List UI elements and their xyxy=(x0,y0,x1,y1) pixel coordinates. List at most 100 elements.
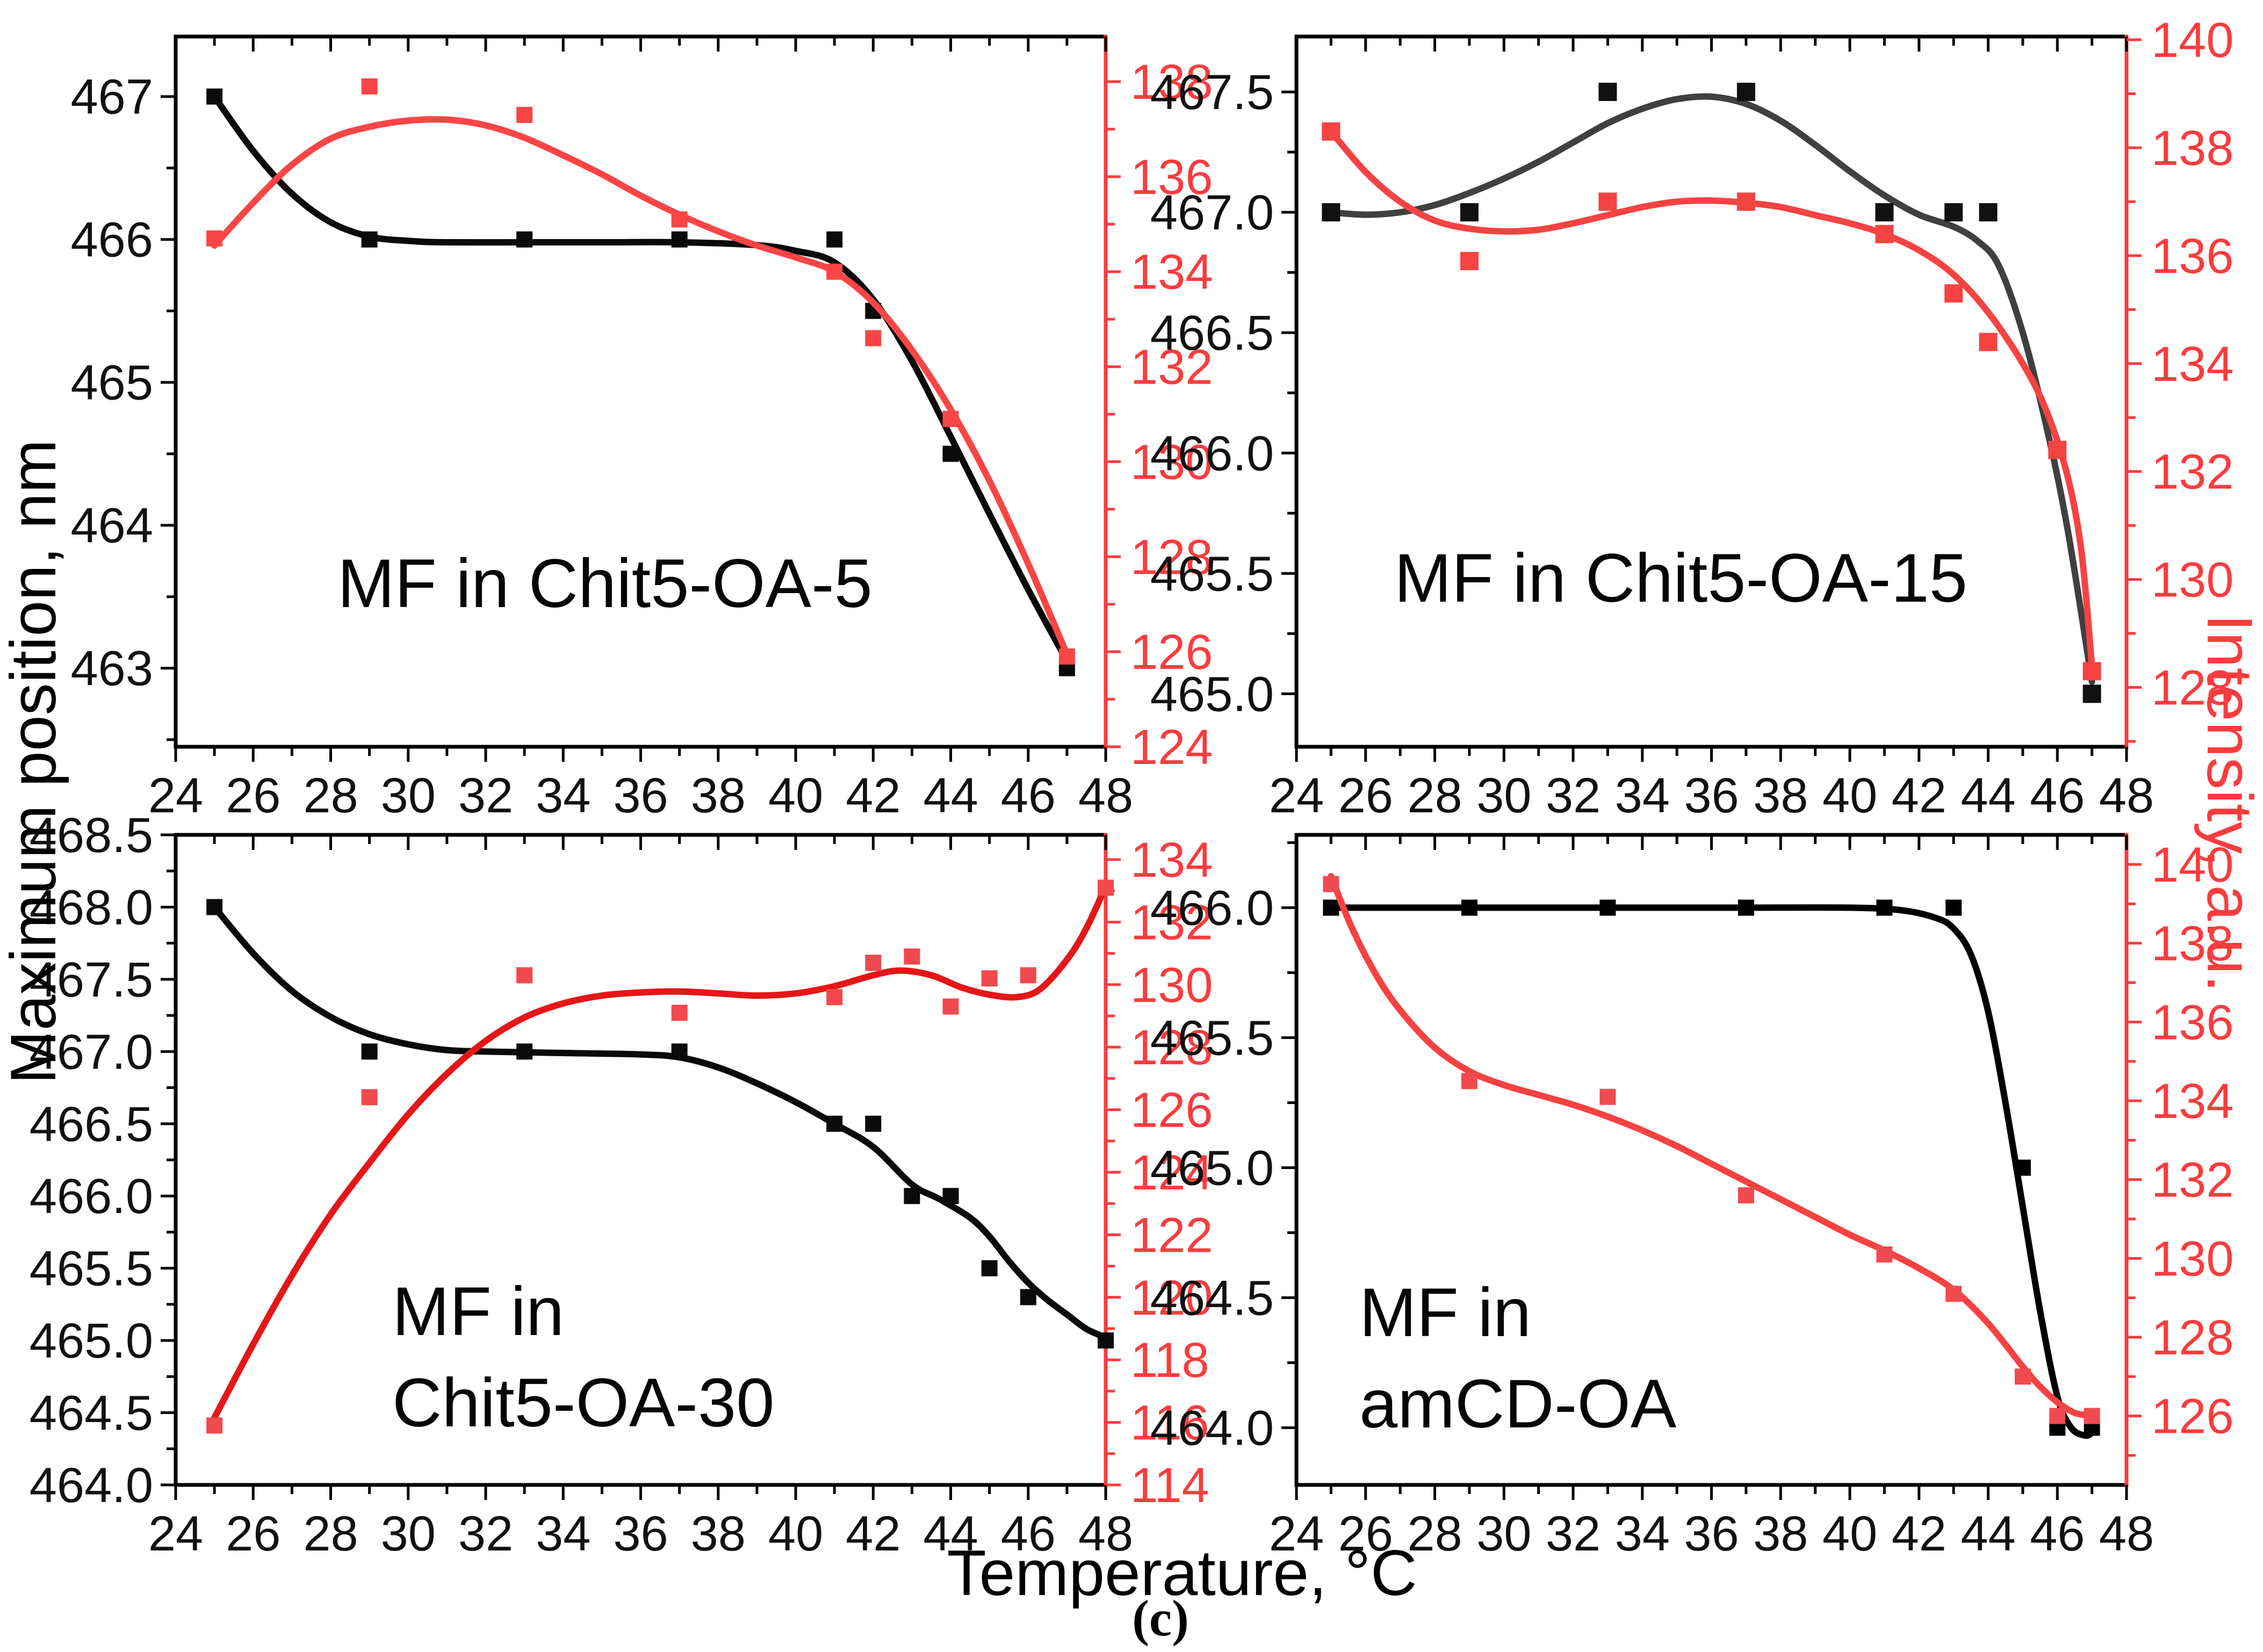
left-tick-label: 464.0 xyxy=(1150,1401,1274,1456)
left-tick-label: 464 xyxy=(71,499,154,553)
x-tick-label: 36 xyxy=(613,768,668,823)
data-point xyxy=(1460,251,1479,270)
data-point xyxy=(1979,203,1998,222)
data-point xyxy=(1098,1332,1114,1349)
y-axis-label-left: Maximum position, nm xyxy=(0,439,69,1085)
data-point xyxy=(1461,1073,1478,1090)
x-tick-label: 40 xyxy=(768,1506,823,1561)
series-maximum-position xyxy=(206,88,1075,676)
right-tick-label: 118 xyxy=(1130,1333,1209,1388)
left-tick-label: 465 xyxy=(71,356,154,410)
panel-top-left: 24 26 28 30 32 34 36 38 40 42 44 46 4846346446546646… xyxy=(71,34,1213,823)
left-axis-ticks: 464.0 464.5 465.0 465.5 466.0 466.5 467.0 467.5… xyxy=(30,808,176,1513)
right-tick-label: 134 xyxy=(1130,833,1213,888)
data-point xyxy=(826,231,843,248)
panel-label: MF in Chit5-OA-5 xyxy=(337,545,873,622)
y-axis-label-right: Intensity, a.u. xyxy=(2194,614,2263,993)
right-tick-label: 114 xyxy=(1130,1458,1209,1513)
x-tick-label: 24 xyxy=(148,1506,203,1561)
right-tick-label: 138 xyxy=(2151,121,2234,176)
right-tick-label: 136 xyxy=(1130,150,1213,205)
right-tick-label: 126 xyxy=(1130,1083,1213,1138)
x-tick-label: 24 xyxy=(1269,1506,1324,1561)
data-point xyxy=(981,970,998,987)
data-point xyxy=(1599,899,1616,916)
right-tick-label: 138 xyxy=(1130,55,1213,110)
plot-frame xyxy=(174,34,1108,749)
panel-top-right: 24 26 28 30 32 34 36 38 40 42 44 46 48 465.0 465.5 466.… xyxy=(1150,13,2234,823)
right-tick-label: 134 xyxy=(2151,1074,2234,1129)
x-tick-label: 42 xyxy=(846,768,900,823)
left-tick-label: 465.5 xyxy=(30,1242,153,1296)
x-tick-label: 48 xyxy=(1078,768,1133,823)
data-point xyxy=(361,231,378,248)
data-point xyxy=(1323,876,1339,892)
right-tick-label: 130 xyxy=(2151,1231,2234,1286)
data-point xyxy=(942,445,959,462)
x-tick-label: 26 xyxy=(226,1506,280,1561)
data-point xyxy=(1322,203,1340,222)
x-tick-label: 34 xyxy=(1615,768,1670,823)
right-tick-label: 134 xyxy=(2151,337,2234,392)
right-tick-label: 136 xyxy=(2151,995,2234,1050)
left-tick-label: 467 xyxy=(71,70,154,125)
right-tick-label: 124 xyxy=(1130,1145,1213,1200)
left-tick-label: 468.0 xyxy=(30,880,153,935)
x-tick-label: 28 xyxy=(1407,1506,1462,1561)
panel-bottom-right: 24 26 28 30 32 34 36 38 40 42 44 46 48 464.0 464.5 465.… xyxy=(1150,833,2234,1561)
left-tick-label: 466.0 xyxy=(1150,881,1274,936)
x-tick-label: 30 xyxy=(1476,1506,1531,1561)
x-axis-ticks: 24 26 28 30 32 34 36 38 40 42 44 46 48 xyxy=(148,37,1133,823)
data-point xyxy=(2082,662,2101,681)
data-point xyxy=(1979,333,1998,351)
x-tick-label: 46 xyxy=(1001,1506,1056,1561)
data-point xyxy=(516,106,533,123)
x-tick-label: 42 xyxy=(1892,1506,1947,1561)
right-tick-label: 128 xyxy=(2151,1310,2234,1365)
data-point xyxy=(516,231,533,248)
x-tick-label: 40 xyxy=(768,768,823,823)
series-curve xyxy=(1328,904,2095,1439)
x-tick-label: 44 xyxy=(923,1506,978,1561)
right-tick-label: 122 xyxy=(1130,1208,1213,1263)
data-point xyxy=(1876,1246,1893,1263)
data-point xyxy=(1460,203,1479,222)
data-point xyxy=(1738,1187,1754,1203)
left-tick-label: 467.0 xyxy=(1150,185,1274,240)
series-curve xyxy=(211,93,1070,665)
x-tick-label: 32 xyxy=(1546,1506,1601,1561)
data-point xyxy=(671,1043,688,1060)
figure-caption: (c) xyxy=(1132,1590,1189,1647)
series-curve xyxy=(1328,128,2095,669)
x-tick-label: 38 xyxy=(691,768,746,823)
x-axis-ticks: 24 26 28 30 32 34 36 38 40 42 44 46 48 xyxy=(1269,37,2154,823)
x-axis-ticks: 24 26 28 30 32 34 36 38 40 42 44 46 48 xyxy=(148,835,1133,1561)
x-tick-label: 32 xyxy=(458,768,513,823)
left-tick-label: 465.0 xyxy=(30,1314,153,1368)
data-point xyxy=(516,967,533,984)
left-axis-ticks: 464.0 464.5 465.0 465.5 466.0 xyxy=(1150,841,1296,1456)
x-tick-label: 46 xyxy=(2030,768,2085,823)
data-point xyxy=(2084,1408,2100,1424)
data-point xyxy=(206,1417,223,1434)
panel-label-line: MF in Chit5-OA-5 xyxy=(337,545,873,622)
plot-frame xyxy=(1294,34,2129,749)
right-tick-label: 132 xyxy=(1130,895,1213,950)
right-axis-ticks: 124 126 128 130 132 134 136 138 xyxy=(1106,55,1213,775)
data-point xyxy=(2014,1368,2031,1385)
left-tick-label: 465.5 xyxy=(1150,1011,1274,1066)
right-tick-label: 130 xyxy=(1130,435,1213,489)
data-point xyxy=(1598,192,1617,211)
data-point xyxy=(1323,899,1339,916)
right-tick-label: 132 xyxy=(1130,340,1213,395)
data-point xyxy=(1736,83,1755,102)
x-tick-label: 26 xyxy=(1338,1506,1393,1561)
x-tick-label: 32 xyxy=(1546,768,1601,823)
left-tick-label: 466.5 xyxy=(1150,306,1274,360)
panel-bottom-left: 24 26 28 30 32 34 36 38 40 42 44 46 48 464.0 464.5 465.… xyxy=(30,808,1213,1561)
right-axis-ticks: 114 116 118 120 122 124 126 128 130 132 134 xyxy=(1106,833,1213,1513)
data-point xyxy=(942,410,959,427)
data-point xyxy=(942,1188,959,1204)
left-tick-label: 463 xyxy=(71,641,154,696)
left-tick-label: 467.5 xyxy=(30,953,153,1007)
